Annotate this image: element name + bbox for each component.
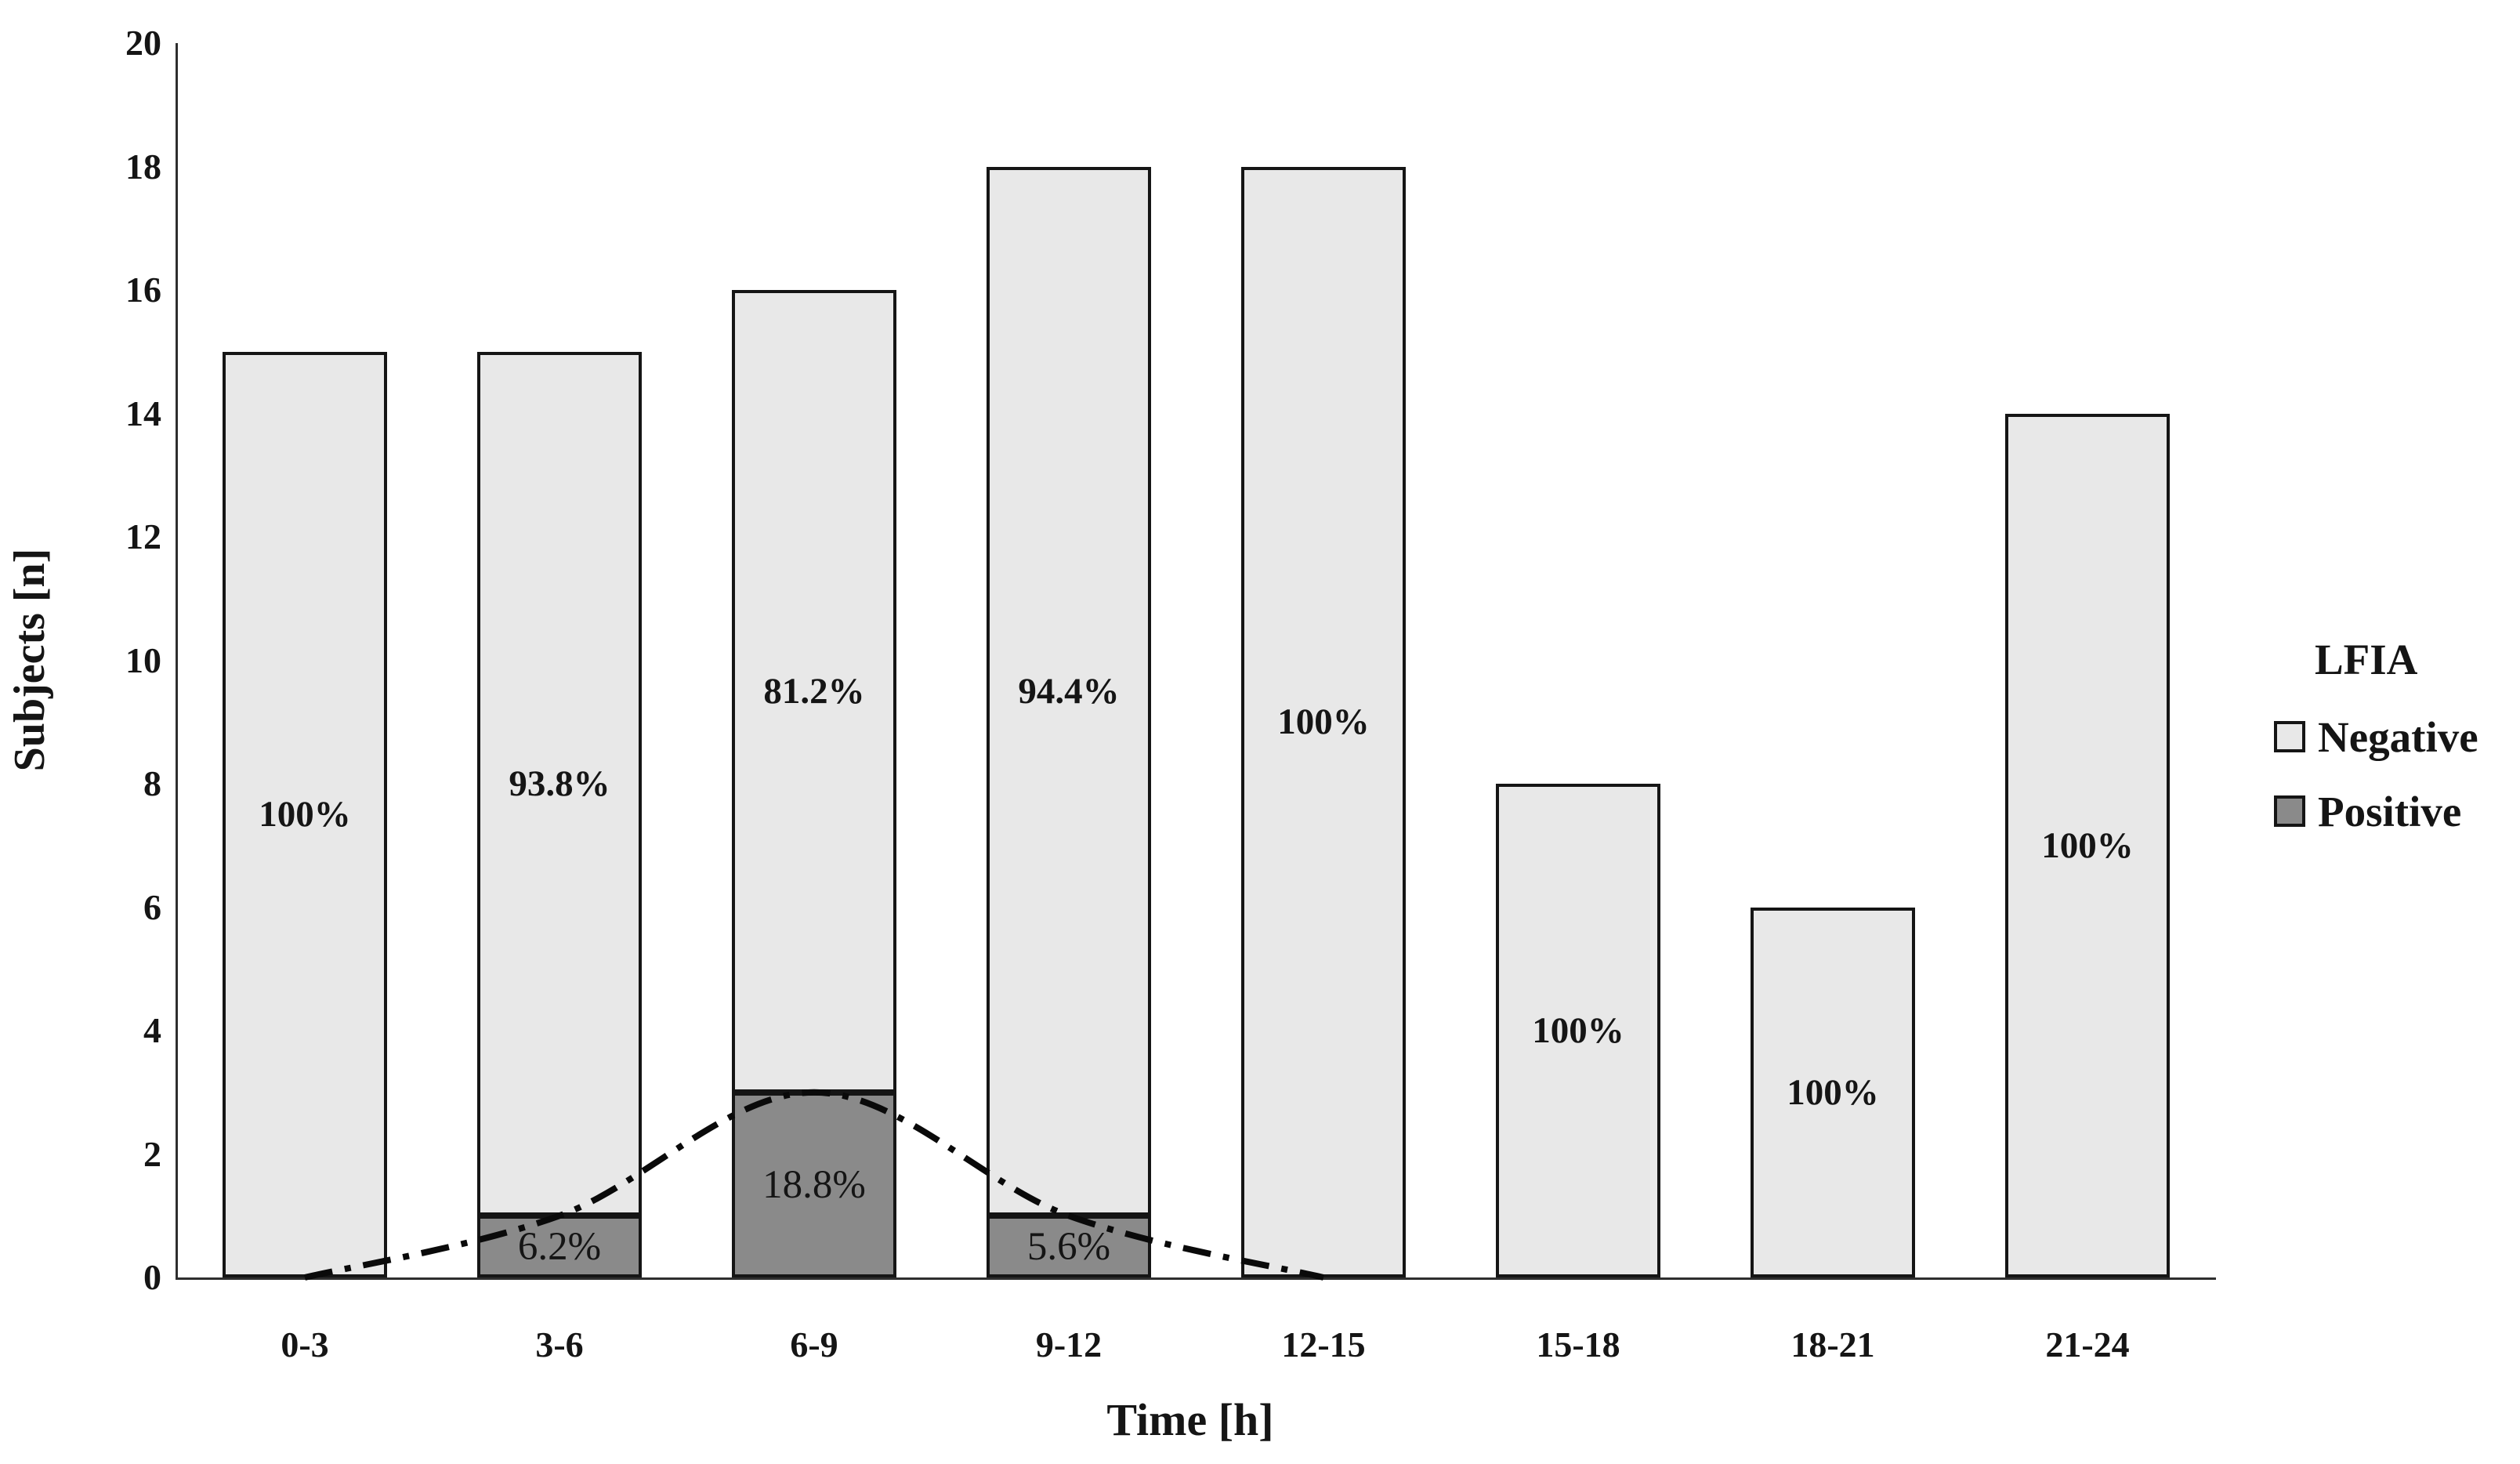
y-tick-label: 20 xyxy=(125,23,161,63)
y-tick-label: 8 xyxy=(143,763,161,803)
legend-label: Positive xyxy=(2318,787,2462,835)
x-tick-label: 3-6 xyxy=(535,1324,584,1364)
bar-label-negative: 100% xyxy=(1787,1071,1879,1113)
trend-curve xyxy=(304,1089,1324,1281)
x-axis-title: Time [h] xyxy=(1106,1394,1274,1445)
y-tick-label: 16 xyxy=(125,270,161,310)
x-axis-line xyxy=(176,1277,2216,1280)
y-tick-label: 12 xyxy=(125,516,161,556)
x-tick-label: 15-18 xyxy=(1536,1324,1620,1364)
x-tick-label: 21-24 xyxy=(2045,1324,2130,1364)
bar-segment-negative: 93.8% xyxy=(477,351,642,1216)
bar-segment-negative: 100% xyxy=(2005,413,2170,1277)
bar-label-negative: 94.4% xyxy=(1018,670,1120,712)
bar-segment-negative: 100% xyxy=(1241,166,1406,1277)
bar-segment-positive: 18.8% xyxy=(732,1092,896,1277)
bar-label-negative: 93.8% xyxy=(509,763,610,804)
bar-label-negative: 100% xyxy=(2041,824,2134,866)
legend-title: LFIA xyxy=(2315,636,2418,683)
bar-segment-negative: 94.4% xyxy=(987,166,1151,1216)
legend-item-negative: Negative xyxy=(2274,716,2478,759)
bar-label-positive: 5.6% xyxy=(1026,1224,1111,1269)
bar-label-negative: 100% xyxy=(1532,1010,1624,1051)
bar-label-negative: 100% xyxy=(1277,701,1370,743)
x-tick-label: 6-9 xyxy=(790,1324,838,1364)
legend-label: Negative xyxy=(2318,712,2478,761)
legend-swatch-positive-icon xyxy=(2274,795,2305,827)
legend-item-positive: Positive xyxy=(2274,790,2478,833)
legend-swatch-negative-icon xyxy=(2274,721,2305,752)
y-tick-label: 6 xyxy=(143,886,161,927)
bar-segment-negative: 100% xyxy=(1751,907,1915,1277)
y-axis-line xyxy=(176,43,178,1280)
y-tick-label: 14 xyxy=(125,393,161,433)
y-tick-label: 18 xyxy=(125,146,161,187)
x-tick-label: 18-21 xyxy=(1790,1324,1875,1364)
bar-label-negative: 100% xyxy=(259,794,351,835)
x-tick-label: 12-15 xyxy=(1281,1324,1366,1364)
y-tick-label: 0 xyxy=(143,1257,161,1297)
bar-segment-negative: 100% xyxy=(223,351,387,1277)
x-tick-label: 9-12 xyxy=(1035,1324,1102,1364)
bar-label-positive: 6.2% xyxy=(517,1224,602,1269)
bar-label-negative: 81.2% xyxy=(763,670,865,712)
bar-label-positive: 18.8% xyxy=(762,1162,866,1207)
bar-segment-negative: 100% xyxy=(1496,784,1660,1277)
y-tick-label: 10 xyxy=(125,640,161,680)
bar-segment-negative: 81.2% xyxy=(732,290,896,1093)
y-tick-label: 2 xyxy=(143,1133,161,1174)
legend: LFIA Negative Positive xyxy=(2265,636,2478,833)
bar-segment-positive: 6.2% xyxy=(477,1216,642,1277)
y-tick-label: 4 xyxy=(143,1010,161,1050)
x-tick-label: 0-3 xyxy=(281,1324,329,1364)
